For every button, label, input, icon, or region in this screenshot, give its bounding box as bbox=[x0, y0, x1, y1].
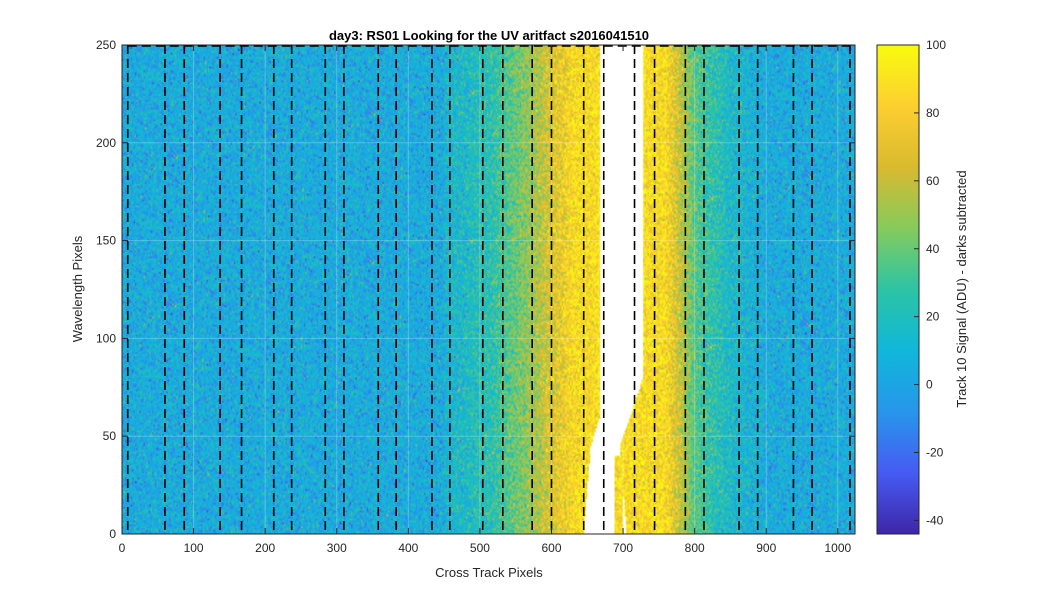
colorbar-label: Track 10 Signal (ADU) - darks subtracted bbox=[954, 170, 969, 407]
x-tick-label: 900 bbox=[756, 541, 776, 555]
x-tick-label: 500 bbox=[470, 541, 490, 555]
dashed-boundaries bbox=[126, 45, 851, 534]
colorbar-frame bbox=[876, 44, 920, 535]
colorbar-tick-label: 100 bbox=[926, 38, 946, 52]
x-tick-label: 800 bbox=[685, 541, 705, 555]
chart-title: day3: RS01 Looking for the UV aritfact s… bbox=[329, 28, 649, 43]
colorbar-tick-label: 40 bbox=[926, 242, 940, 256]
grid-lines bbox=[121, 44, 855, 535]
colorbar-tick-label: 60 bbox=[926, 174, 940, 188]
colorbar-gradient bbox=[877, 45, 919, 534]
x-tick-label: 100 bbox=[184, 541, 204, 555]
x-tick-label: 0 bbox=[119, 541, 126, 555]
y-tick-label: 150 bbox=[96, 234, 116, 248]
heatmap-image bbox=[122, 45, 855, 534]
x-tick-label: 700 bbox=[613, 541, 633, 555]
colorbar-tick-label: 0 bbox=[926, 378, 933, 392]
x-tick-label: 1000 bbox=[824, 541, 851, 555]
y-tick-label: 200 bbox=[96, 136, 116, 150]
colorbar-tick-label: 20 bbox=[926, 310, 940, 324]
x-tick-label: 400 bbox=[398, 541, 418, 555]
colorbar-ticks: -40 -20 0 20 40 60 80 100 bbox=[914, 38, 946, 527]
y-axis-label: Wavelength Pixels bbox=[70, 235, 85, 342]
colorbar-tick-label: -40 bbox=[926, 513, 944, 527]
x-axis-label: Cross Track Pixels bbox=[435, 565, 543, 580]
plot-frame bbox=[121, 44, 856, 535]
x-axis-ticks: 0 100 200 300 400 500 600 700 800 900 1000 bbox=[119, 45, 851, 555]
colorbar-tick-label: 80 bbox=[926, 106, 940, 120]
x-tick-label: 600 bbox=[541, 541, 561, 555]
y-tick-label: 100 bbox=[96, 331, 116, 345]
colorbar-tick-label: -20 bbox=[926, 446, 944, 460]
y-tick-label: 250 bbox=[96, 38, 116, 52]
y-tick-label: 50 bbox=[103, 429, 117, 443]
y-tick-label: 0 bbox=[109, 527, 116, 541]
colorbar: -40 -20 0 20 40 60 80 100 bbox=[876, 38, 946, 535]
x-tick-label: 200 bbox=[255, 541, 275, 555]
y-axis-ticks: 0 50 100 150 200 250 bbox=[96, 38, 855, 541]
plot-area bbox=[121, 44, 856, 535]
x-tick-label: 300 bbox=[327, 541, 347, 555]
